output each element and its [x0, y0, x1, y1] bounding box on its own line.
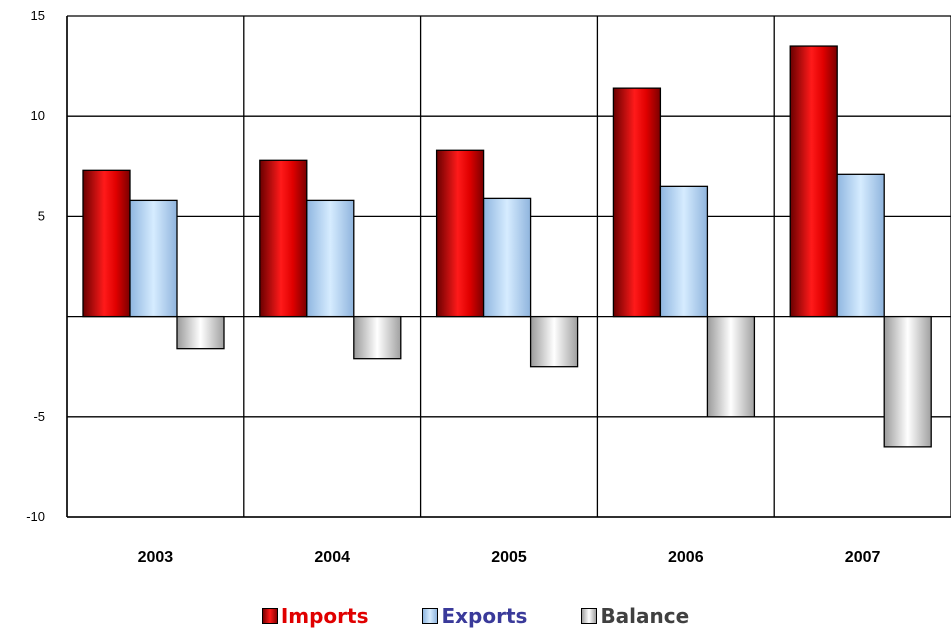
- legend-item-imports: Imports: [261, 604, 369, 628]
- y-tick-label: -10: [26, 509, 45, 524]
- legend-label-exports: Exports: [441, 604, 528, 628]
- x-tick-label: 2004: [314, 549, 350, 566]
- bar-balance-2004: [353, 315, 402, 360]
- bar-exports-2006: [659, 185, 709, 318]
- bar-balance-2005: [529, 315, 579, 368]
- bar-imports-2004: [259, 159, 308, 318]
- legend-swatch-exports: [422, 608, 439, 624]
- legend-swatch-balance: [581, 608, 598, 624]
- bar-imports-2007: [789, 45, 838, 318]
- bar-balance-2007: [883, 315, 932, 448]
- x-tick-label: 2005: [491, 549, 527, 566]
- x-tick-label: 2006: [668, 549, 704, 566]
- y-tick-label: 5: [38, 208, 45, 223]
- bar-imports-2003: [82, 169, 131, 318]
- bar-exports-2003: [129, 199, 178, 318]
- bar-exports-2007: [836, 173, 885, 318]
- bar-imports-2006: [612, 87, 662, 318]
- y-tick-label: -5: [33, 409, 45, 424]
- axes: [66, 16, 951, 518]
- x-tick-label: 2007: [845, 549, 881, 566]
- y-tick-label: 10: [31, 108, 45, 123]
- legend-item-exports: Exports: [422, 604, 527, 628]
- bar-exports-2004: [306, 199, 355, 318]
- legend: Imports Exports Balance: [0, 604, 951, 628]
- bar-balance-2006: [706, 315, 756, 418]
- legend-swatch-imports: [261, 608, 278, 624]
- bar-imports-2005: [435, 149, 485, 318]
- bar-balance-2003: [176, 315, 225, 350]
- bars: [82, 45, 932, 448]
- legend-item-balance: Balance: [581, 604, 689, 628]
- tick-labels: -10 -5 5 10 15 2003 2004 2005 2006 2007: [26, 8, 880, 566]
- legend-label-imports: Imports: [280, 604, 369, 628]
- y-tick-label: 15: [31, 8, 45, 23]
- x-tick-label: 2003: [138, 549, 174, 566]
- legend-label-balance: Balance: [600, 604, 690, 628]
- bar-exports-2005: [482, 197, 532, 318]
